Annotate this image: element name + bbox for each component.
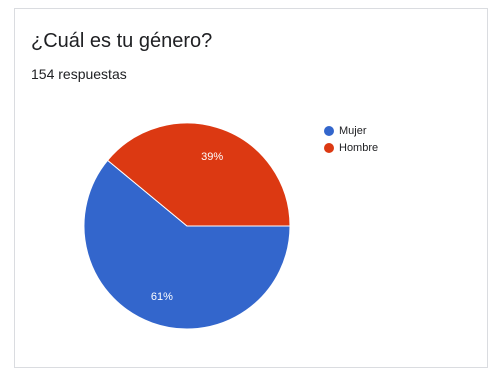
question-title: ¿Cuál es tu género? (31, 30, 213, 52)
pie-label-mujer: 61% (151, 291, 173, 303)
legend-swatch-mujer (324, 125, 334, 136)
legend-item-hombre[interactable]: Hombre (324, 139, 378, 156)
legend-item-mujer[interactable]: Mujer (324, 122, 378, 139)
chart-legend: Mujer Hombre (324, 122, 378, 156)
legend-label-mujer: Mujer (339, 124, 367, 137)
legend-swatch-hombre (324, 142, 334, 153)
response-count: 154 respuestas (31, 66, 127, 82)
pie-slice-hombre[interactable] (106, 122, 291, 227)
pie-chart: 61% 39% (83, 122, 291, 330)
pie-label-hombre: 39% (201, 151, 223, 163)
legend-label-hombre: Hombre (339, 141, 379, 154)
pie-slice-mujer[interactable] (83, 159, 291, 330)
